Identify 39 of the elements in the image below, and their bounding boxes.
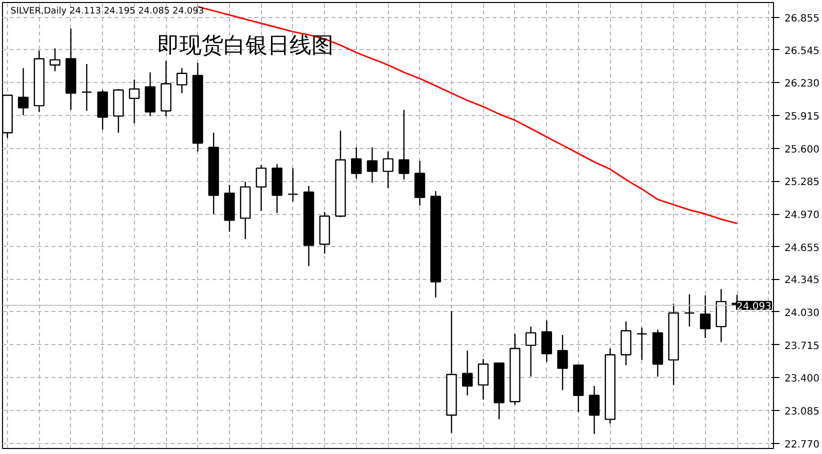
- y-tick-label: 22.770: [784, 439, 820, 450]
- y-tick-label: 24.030: [784, 308, 820, 319]
- y-tick-label: 24.970: [784, 210, 820, 222]
- candlestick: [351, 146, 362, 180]
- y-tick-label: 23.715: [784, 340, 820, 352]
- y-tick-label: 26.855: [784, 14, 820, 25]
- candlestick: [128, 79, 140, 124]
- candlestick: [414, 160, 426, 206]
- y-tick-label: 23.085: [784, 406, 820, 418]
- candlestick: [478, 358, 489, 400]
- candlestick: [620, 320, 632, 366]
- y-tick-label: 25.600: [784, 144, 820, 156]
- y-tick-label: 23.400: [784, 374, 820, 385]
- candlestick: [50, 48, 60, 72]
- candlestick: [256, 164, 267, 212]
- candlestick: [366, 146, 378, 184]
- candlestick: [525, 326, 536, 378]
- y-tick-label: 24.345: [784, 275, 820, 286]
- candlestick: [288, 168, 298, 202]
- y-tick-label: 26.230: [784, 78, 820, 90]
- candlestick: [588, 385, 600, 435]
- y-tick-label: 25.915: [784, 112, 820, 123]
- candlestick: [684, 294, 695, 328]
- candlestick: [398, 109, 410, 180]
- candlestick: [18, 68, 29, 116]
- candlestick: [557, 334, 568, 391]
- candlestick: [462, 350, 473, 396]
- candlestick: [81, 63, 92, 112]
- y-tick-label: 26.545: [784, 46, 820, 57]
- text: SILVER,Daily 24.113 24.195 24.085 24.093: [10, 6, 204, 16]
- y-tick-label: 25.285: [784, 177, 820, 188]
- ref-line-label: 24.093: [736, 301, 772, 312]
- candlestick: [541, 320, 552, 363]
- candlestick: [382, 150, 394, 189]
- candlestick: [176, 68, 188, 94]
- candlestick: [636, 327, 648, 361]
- candlestick: [700, 294, 711, 339]
- text: 即现货白银日线图: [158, 34, 334, 58]
- y-tick-label: 24.655: [784, 242, 820, 254]
